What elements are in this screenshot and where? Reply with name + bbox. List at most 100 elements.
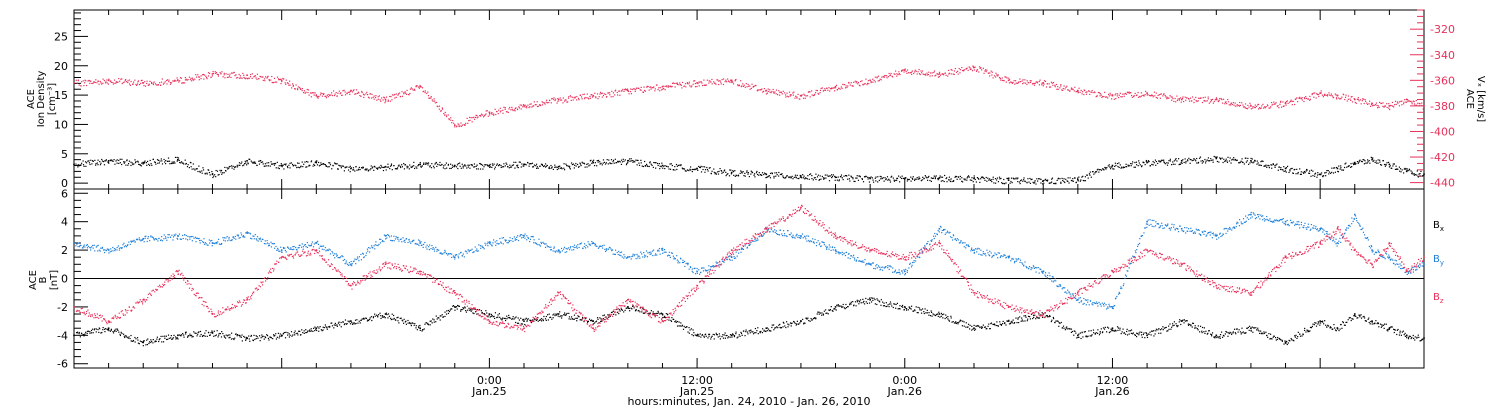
data-dot xyxy=(1107,327,1110,329)
data-dot xyxy=(1057,86,1059,88)
data-dot xyxy=(709,167,711,169)
data-dot xyxy=(284,82,286,84)
data-dot xyxy=(440,315,442,317)
data-dot xyxy=(500,164,502,167)
data-dot xyxy=(446,310,448,312)
data-dot xyxy=(1068,182,1070,184)
field-tick-label: 2 xyxy=(61,244,68,257)
data-dot xyxy=(1374,104,1377,106)
data-dot xyxy=(301,90,303,92)
data-dot xyxy=(632,88,634,90)
data-dot xyxy=(1126,330,1128,333)
data-dot xyxy=(347,320,349,322)
data-dot xyxy=(496,316,498,319)
data-dot xyxy=(595,321,597,323)
data-dot xyxy=(756,173,759,176)
data-dot xyxy=(868,297,871,299)
data-dot xyxy=(201,335,204,338)
data-dot xyxy=(787,323,789,325)
data-dot xyxy=(860,302,862,304)
data-dot xyxy=(811,319,813,321)
data-dot xyxy=(905,309,908,311)
data-dot xyxy=(468,164,470,166)
data-dot xyxy=(124,161,126,163)
data-dot xyxy=(213,175,215,177)
data-dot xyxy=(303,330,305,332)
data-dot xyxy=(278,337,280,339)
data-dot xyxy=(216,330,218,332)
data-dot xyxy=(480,163,482,165)
data-dot xyxy=(418,164,420,166)
data-dot xyxy=(1281,340,1284,342)
data-point xyxy=(211,173,214,176)
data-dot xyxy=(336,95,338,97)
data-dot xyxy=(640,162,642,164)
data-dot xyxy=(469,116,471,119)
data-dot xyxy=(264,76,267,78)
data-dot xyxy=(379,167,382,169)
data-dot xyxy=(1239,101,1241,104)
data-dot xyxy=(584,318,586,320)
data-dot xyxy=(451,166,454,168)
data-dot xyxy=(710,338,712,340)
data-dot xyxy=(568,96,570,98)
data-dot xyxy=(418,87,420,89)
data-dot xyxy=(601,164,603,166)
data-dot xyxy=(1342,169,1345,171)
data-dot xyxy=(1021,317,1023,319)
data-dot xyxy=(1294,168,1296,171)
data-dot xyxy=(1165,326,1167,329)
data-dot xyxy=(1088,330,1090,332)
data-dot xyxy=(1238,104,1240,107)
data-dot xyxy=(323,327,325,329)
data-dot xyxy=(1191,159,1193,162)
data-dot xyxy=(852,178,854,180)
data-dot xyxy=(1421,175,1424,177)
data-dot xyxy=(429,324,431,326)
data-dot xyxy=(307,89,310,91)
data-dot xyxy=(701,334,704,336)
data-dot xyxy=(1251,161,1253,163)
data-dot xyxy=(1135,94,1137,97)
data-point xyxy=(1319,320,1321,322)
data-point xyxy=(627,89,629,92)
data-dot xyxy=(1288,171,1290,174)
data-dot xyxy=(268,80,271,82)
data-dot xyxy=(457,305,460,307)
data-dot xyxy=(514,110,516,112)
data-dot xyxy=(987,325,989,327)
data-dot xyxy=(748,176,750,178)
data-dot xyxy=(1325,175,1327,177)
data-dot xyxy=(732,170,734,172)
data-dot xyxy=(679,325,681,327)
data-dot xyxy=(995,76,997,78)
data-dot xyxy=(1047,179,1049,181)
data-dot xyxy=(1271,164,1273,166)
data-dot xyxy=(470,309,472,311)
data-dot xyxy=(763,330,765,332)
data-dot xyxy=(414,89,416,91)
data-dot xyxy=(902,306,904,308)
data-dot xyxy=(355,89,358,91)
data-dot xyxy=(1313,96,1315,98)
data-dot xyxy=(691,171,693,173)
data-dot xyxy=(767,328,770,330)
data-dot xyxy=(470,310,472,312)
data-dot xyxy=(309,92,312,94)
data-dot xyxy=(79,336,81,338)
data-dot xyxy=(446,116,448,118)
data-dot xyxy=(1085,93,1088,95)
data-dot xyxy=(568,318,570,320)
data-dot xyxy=(475,165,477,167)
data-dot xyxy=(703,79,705,81)
data-dot xyxy=(571,318,573,320)
data-dot xyxy=(1028,82,1030,84)
data-dot xyxy=(1119,329,1121,331)
data-dot xyxy=(863,83,865,85)
data-dot xyxy=(938,75,941,78)
data-dot xyxy=(748,330,750,332)
data-dot xyxy=(1371,103,1373,106)
data-dot xyxy=(608,159,610,161)
data-dot xyxy=(761,88,763,90)
data-dot xyxy=(1103,169,1105,171)
